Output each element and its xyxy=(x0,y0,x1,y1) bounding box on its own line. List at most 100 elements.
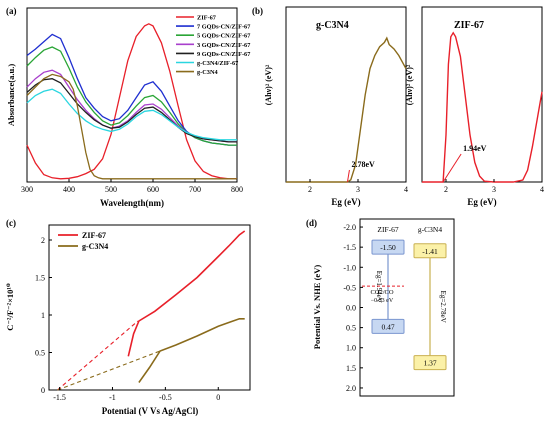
series-line-b-left-0 xyxy=(286,36,407,183)
material-name-d-1: g-C3N4 xyxy=(418,225,442,234)
x-tick-label-b-right-2: 4 xyxy=(540,185,544,194)
panel-label-d: (d) xyxy=(306,218,317,228)
series-group-b-right xyxy=(422,31,543,183)
y-tick-label-d-7: 1.5 xyxy=(346,364,356,373)
x-tick-label-c-1: -1 xyxy=(109,393,116,402)
plot-frame-c xyxy=(48,224,251,391)
y-tick-label-c-0: 0 xyxy=(41,386,45,395)
y-tick-label-d-0: -2.0 xyxy=(343,223,356,232)
x-tick-label-a-4: 700 xyxy=(189,185,201,194)
x-tick-label-b-left-2: 4 xyxy=(404,185,408,194)
extrapolation-line-c-0 xyxy=(57,320,139,391)
extrapolation-line-c-1 xyxy=(57,350,161,391)
cb-label-d-1: -1.41 xyxy=(422,247,438,256)
y-tick-label-c-1: 0.5 xyxy=(35,349,45,358)
band-diagram-content: ZIF-67 -1.50 0.47 Eg=1.94eV g-C3N4 -1.41 1.37 E… xyxy=(362,225,447,371)
series-line-a-6 xyxy=(26,73,237,180)
panel-b-tauc: (b) 2 3 4 2 3 4 Eg (eV) Eg (eV) (Ahν)² (eV)²… xyxy=(252,6,544,207)
plot-frame-b-left xyxy=(285,6,407,183)
panel-label-a: (a) xyxy=(6,6,17,16)
plot-frame-b-right xyxy=(421,6,543,183)
reference-value-d: −0.53 eV xyxy=(371,298,394,304)
y-tick-label-c-2: 1 xyxy=(41,311,45,320)
x-tick-label-a-1: 400 xyxy=(63,185,75,194)
series-line-c-0 xyxy=(127,230,246,357)
x-tick-label-b-right-0: 2 xyxy=(444,185,448,194)
series-line-a-3 xyxy=(26,69,237,143)
x-tick-label-a-0: 300 xyxy=(21,185,33,194)
legend-a: ZIF-67 7 GQDs-CN/ZIF-67 5 GQDs-CN/ZIF-67 3 … xyxy=(176,15,250,76)
cb-label-d-0: -1.50 xyxy=(380,243,396,252)
legend-label-a-4: 9 GQDs-CN/ZIF-67 xyxy=(197,51,250,58)
x-tick-label-c-3: 0 xyxy=(216,393,220,402)
x-axis-label-b-right: Eg (eV) xyxy=(467,197,496,207)
legend-label-a-6: g-C3N4 xyxy=(197,69,218,76)
y-ticks-d: -2.0 -1.5 -1.0 -0.5 0.0 0.5 1.0 1.5 2.0 xyxy=(343,223,363,393)
x-tick-label-b-right-1: 3 xyxy=(492,185,496,194)
legend-label-a-2: 5 GQDs-CN/ZIF-67 xyxy=(197,33,250,40)
series-line-a-5 xyxy=(26,88,237,141)
y-tick-label-c-3: 1.5 xyxy=(35,274,45,283)
x-tick-label-a-2: 500 xyxy=(105,185,117,194)
x-tick-label-b-left-0: 2 xyxy=(308,185,312,194)
series-line-b-right-0 xyxy=(422,31,543,183)
series-group-b-left xyxy=(286,36,407,183)
y-tick-label-d-6: 1.0 xyxy=(346,344,356,353)
legend-c: ZIF-67 g-C3N4 xyxy=(58,231,108,251)
legend-label-a-1: 7 GQDs-CN/ZIF-67 xyxy=(197,24,250,31)
annotation-arrow-b-left xyxy=(346,169,350,183)
legend-label-c-1: g-C3N4 xyxy=(82,242,108,251)
annotation-label-b-right: 1.94eV xyxy=(463,144,487,153)
y-tick-label-d-2: -1.0 xyxy=(343,263,356,272)
panel-label-c: (c) xyxy=(6,218,16,228)
y-tick-label-d-5: 0.5 xyxy=(346,324,356,333)
reference-label-d: CO2/CO xyxy=(370,289,393,296)
series-line-c-1 xyxy=(138,318,245,383)
x-axis-label-b-left: Eg (eV) xyxy=(331,197,360,207)
x-tick-label-c-2: -0.5 xyxy=(159,393,172,402)
y-tick-label-d-8: 2.0 xyxy=(346,384,356,393)
legend-label-c-0: ZIF-67 xyxy=(82,231,106,240)
eg-label-d-0: Eg=1.94eV xyxy=(375,271,383,303)
chart-title-b-right: ZIF-67 xyxy=(454,20,484,31)
eg-label-d-1: Eg=2.78eV xyxy=(439,291,447,323)
y-axis-label-b-left: (Ahν)² (eV)² xyxy=(264,64,273,105)
series-group-a xyxy=(26,23,237,180)
series-line-a-0 xyxy=(26,23,237,180)
legend-label-a-5: g-C3N4/ZIF-67 xyxy=(197,60,238,67)
y-axis-label-b-right: (Ahν)² (eV)² xyxy=(405,64,414,105)
x-tick-label-a-5: 800 xyxy=(231,185,243,194)
annotation-label-b-left: 2.78eV xyxy=(351,160,375,169)
x-tick-label-c-0: -1.5 xyxy=(53,393,66,402)
series-line-a-2 xyxy=(26,46,237,146)
panel-d-band-diagram: (d) -2.0 -1.5 -1.0 -0.5 0.0 0.5 1.0 1.5 2.0 Pote… xyxy=(306,218,455,397)
vb-label-d-0: 0.47 xyxy=(381,322,394,331)
y-axis-label-a: Absorbance(a.u.) xyxy=(6,64,16,127)
x-ticks-b-left: 2 3 4 xyxy=(308,179,408,194)
panel-a-uv-vis: (a) 300 400 500 600 700 800 Wavelength(nm) Ab… xyxy=(6,6,250,208)
legend-label-a-0: ZIF-67 xyxy=(197,15,216,22)
annotation-arrow-b-right xyxy=(442,153,462,183)
x-ticks-c: -1.5 -1 -0.5 0 xyxy=(53,387,220,402)
panel-label-b: (b) xyxy=(252,6,263,16)
x-axis-label-a: Wavelength(nm) xyxy=(100,198,164,208)
y-tick-label-d-4: 0.0 xyxy=(346,304,356,313)
annotation-b-right: 1.94eV xyxy=(442,144,487,183)
y-ticks-c: 0 0.5 1 1.5 2 xyxy=(35,236,52,395)
x-tick-label-a-3: 600 xyxy=(147,185,159,194)
series-group-c xyxy=(57,230,246,391)
y-axis-label-c: C⁻²/F⁻²×10¹⁰ xyxy=(5,283,15,331)
x-axis-label-c: Potential (V Vs Ag/AgCl) xyxy=(102,406,198,416)
x-tick-label-b-left-1: 3 xyxy=(356,185,360,194)
chart-title-b-left: g-C3N4 xyxy=(316,20,349,31)
annotation-b-left: 2.78eV xyxy=(346,160,375,183)
x-ticks-b-right: 2 3 4 xyxy=(444,179,544,194)
x-ticks-a: 300 400 500 600 700 800 xyxy=(21,179,243,194)
y-tick-label-d-3: -0.5 xyxy=(343,283,356,292)
y-tick-label-c-4: 2 xyxy=(41,236,45,245)
y-axis-label-d: Potential Vs. NHE (eV) xyxy=(312,265,322,350)
y-tick-label-d-1: -1.5 xyxy=(343,243,356,252)
vb-label-d-1: 1.37 xyxy=(423,359,436,368)
panel-c-mott-schottky: (c) -1.5 -1 -0.5 0 0 0.5 1 1.5 2 Potential (V V… xyxy=(5,218,251,416)
